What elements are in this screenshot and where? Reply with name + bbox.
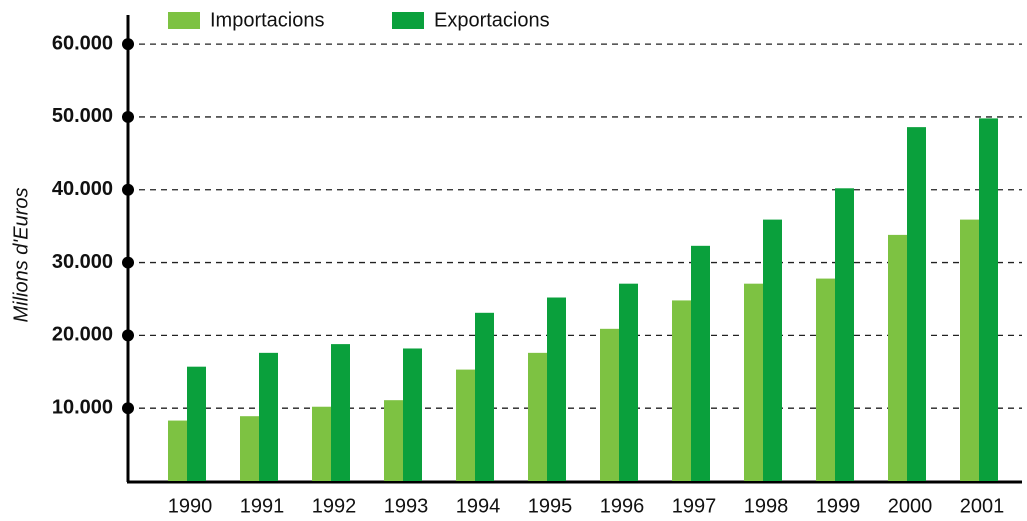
bar: [331, 344, 350, 481]
bar: [672, 300, 691, 481]
x-tick-label: 1993: [384, 495, 429, 517]
bar: [168, 420, 187, 481]
x-tick-label: 1991: [240, 495, 285, 517]
legend-swatch: [168, 12, 200, 29]
x-tick-label: 1997: [672, 495, 717, 517]
bar: [691, 245, 710, 481]
y-tick-label: 40.000: [52, 178, 113, 200]
y-tick-label: 30.000: [52, 251, 113, 273]
bar: [259, 352, 278, 481]
bar: [979, 118, 998, 482]
legend-label: Exportacions: [434, 9, 550, 31]
y-tick-label: 50.000: [52, 105, 113, 127]
y-tick-label: 10.000: [52, 396, 113, 418]
x-tick-label: 2001: [960, 495, 1005, 517]
x-tick-label: 1996: [600, 495, 645, 517]
bar: [960, 219, 979, 481]
bar: [528, 352, 547, 481]
bar: [403, 348, 422, 481]
bar: [816, 278, 835, 481]
bar: [763, 219, 782, 481]
bar: [600, 328, 619, 481]
x-tick-label: 1994: [456, 495, 501, 517]
bar: [384, 400, 403, 481]
bar: [888, 234, 907, 481]
x-tick-label: 1998: [744, 495, 789, 517]
bar: [619, 283, 638, 481]
y-tick-label: 20.000: [52, 324, 113, 346]
bar: [907, 127, 926, 481]
bar: [240, 416, 259, 481]
x-tick-label: 1995: [528, 495, 573, 517]
x-tick-label: 1992: [312, 495, 357, 517]
bar: [835, 188, 854, 481]
bar: [547, 297, 566, 481]
x-tick-label: 2000: [888, 495, 933, 517]
x-tick-label: 1990: [168, 495, 213, 517]
bar: [744, 283, 763, 481]
y-tick-label: 60.000: [52, 32, 113, 54]
bar: [456, 369, 475, 481]
x-tick-label: 1999: [816, 495, 861, 517]
bar: [475, 312, 494, 481]
y-axis-title: Milions d'Euros: [10, 188, 32, 323]
legend-swatch: [392, 12, 424, 29]
bar: [312, 406, 331, 481]
bar: [187, 366, 206, 481]
legend-label: Importacions: [210, 9, 325, 31]
